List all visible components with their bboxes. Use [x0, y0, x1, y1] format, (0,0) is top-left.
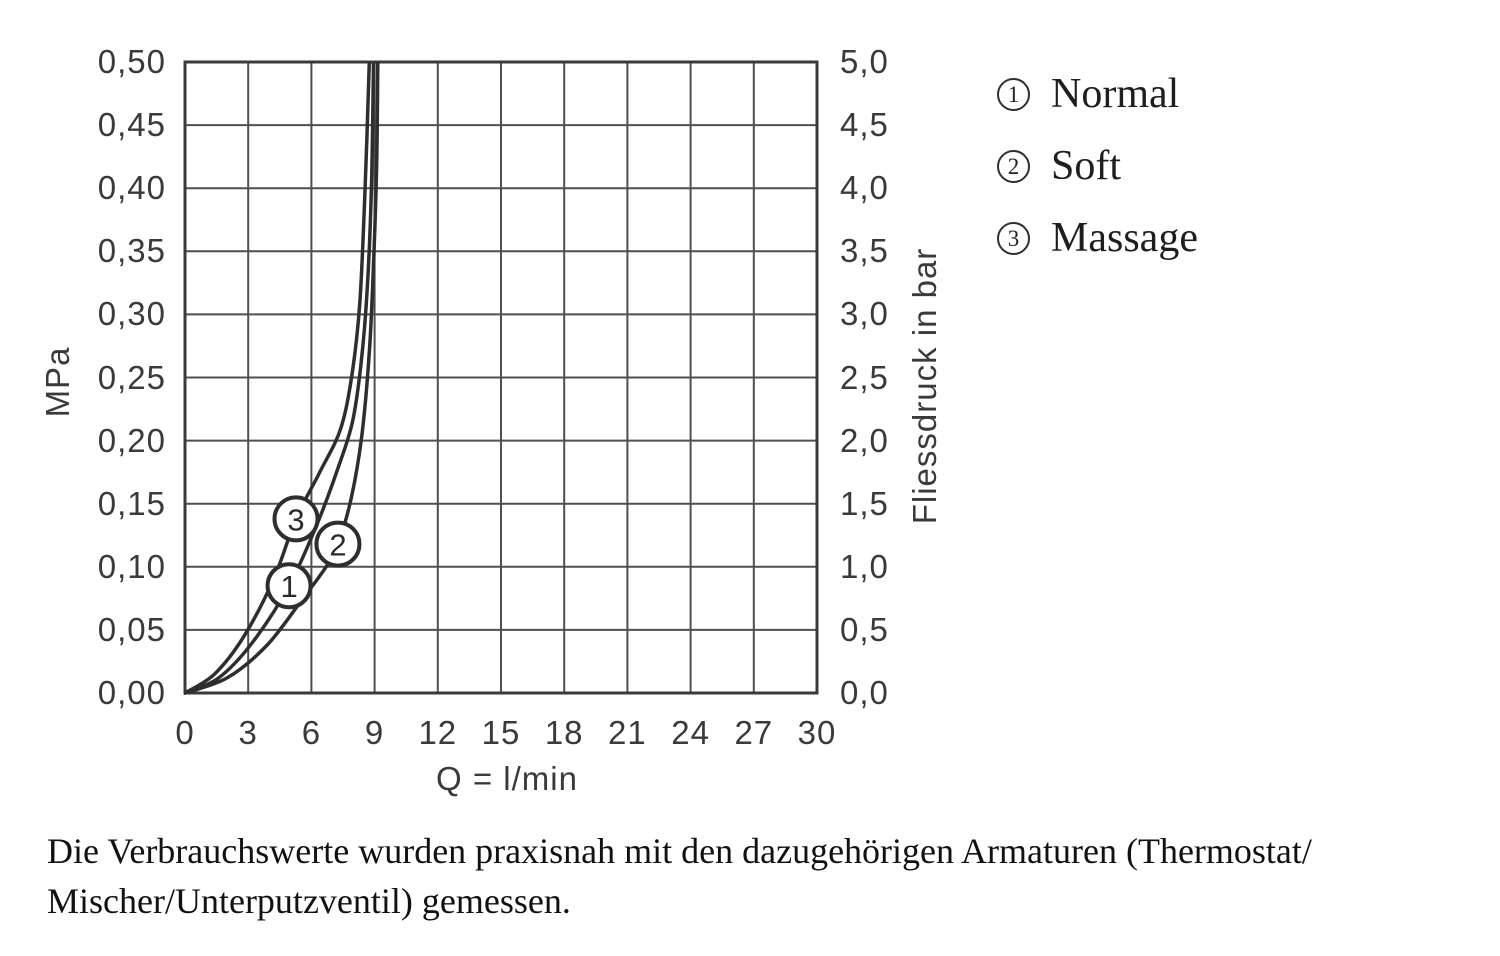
x-axis-title: Q = l/min [436, 760, 578, 797]
legend-marker-1-number: 1 [1007, 81, 1020, 107]
x-tick-label: 30 [797, 714, 837, 751]
curve-massage [184, 62, 372, 695]
legend-item-normal: 1 Normal [997, 70, 1198, 118]
y-right-tick-label: 4,5 [840, 106, 889, 144]
y-left-tick-label: 0,35 [97, 232, 166, 270]
y-left-tick-label: 0,45 [97, 106, 166, 144]
y-left-tick-label: 0,25 [97, 358, 166, 396]
x-tick-label: 3 [238, 714, 258, 751]
x-tick-label: 12 [418, 714, 458, 751]
x-tick-label: 15 [481, 714, 521, 751]
curve-normal [184, 62, 376, 695]
svg-text:1: 1 [280, 569, 297, 604]
y-right-tick-label: 0,5 [840, 610, 889, 648]
legend-item-soft: 2 Soft [997, 142, 1198, 190]
y-left-tick-label: 0,30 [97, 295, 166, 333]
curve-soft [184, 62, 380, 695]
x-tick-label: 6 [301, 714, 322, 751]
y-right-tick-label: 4,0 [840, 169, 889, 207]
y-left-tick-label: 0,00 [97, 674, 166, 711]
footnote-text: Die Verbrauchswerte wurden praxisnah mit… [47, 826, 1312, 926]
x-tick-label: 0 [175, 714, 195, 751]
x-tick-label: 9 [364, 714, 385, 751]
legend: 1 Normal 2 Soft 3 Massage [997, 70, 1198, 286]
footnote-line-1: Die Verbrauchswerte wurden praxisnah mit… [47, 831, 1312, 871]
y-left-tick-label: 0,20 [97, 421, 166, 459]
x-tick-label: 27 [734, 714, 774, 751]
legend-label-soft: Soft [1051, 143, 1122, 189]
y-right-tick-label: 2,0 [840, 421, 889, 459]
y-axis-right-title: Fliessdruck in bar [906, 247, 943, 525]
x-tick-label: 21 [608, 714, 647, 751]
legend-marker-3-number: 3 [1007, 225, 1020, 251]
y-right-tick-label: 1,0 [840, 547, 889, 585]
y-left-tick-label: 0,15 [97, 484, 166, 522]
plot-border [183, 60, 819, 695]
curve-marker-1-icon: 1 [265, 562, 313, 610]
plot-area: 123 [183, 60, 819, 695]
legend-item-massage: 3 Massage [997, 214, 1198, 262]
y-left-tick-label: 0,10 [97, 547, 166, 585]
x-tick-label: 18 [544, 714, 584, 751]
y-right-tick-label: 0,0 [840, 674, 889, 711]
y-right-tick-label: 1,5 [840, 484, 889, 522]
svg-text:2: 2 [329, 528, 346, 563]
legend-label-normal: Normal [1051, 71, 1180, 117]
legend-marker-1-icon: 1 [997, 77, 1030, 111]
y-left-tick-label: 0,50 [97, 43, 166, 80]
y-right-tick-label: 3,0 [840, 295, 889, 333]
footnote-line-2: Mischer/Unterputzventil) gemessen. [47, 881, 571, 921]
legend-marker-2-icon: 2 [997, 149, 1030, 183]
y-right-tick-label: 5,0 [840, 43, 889, 80]
y-axis-left-title: MPa [39, 346, 76, 418]
legend-marker-2-number: 2 [1007, 153, 1020, 179]
y-right-tick-label: 2,5 [840, 358, 889, 396]
x-tick-label: 24 [671, 714, 710, 751]
y-left-tick-label: 0,40 [97, 169, 166, 207]
y-right-tick-label: 3,5 [840, 232, 889, 270]
curve-marker-2-icon: 2 [314, 520, 362, 568]
legend-label-massage: Massage [1051, 215, 1198, 261]
curve-marker-3-icon: 3 [272, 495, 320, 543]
svg-text:3: 3 [287, 502, 304, 537]
y-left-tick-label: 0,05 [97, 610, 166, 648]
legend-marker-3-icon: 3 [997, 221, 1030, 255]
